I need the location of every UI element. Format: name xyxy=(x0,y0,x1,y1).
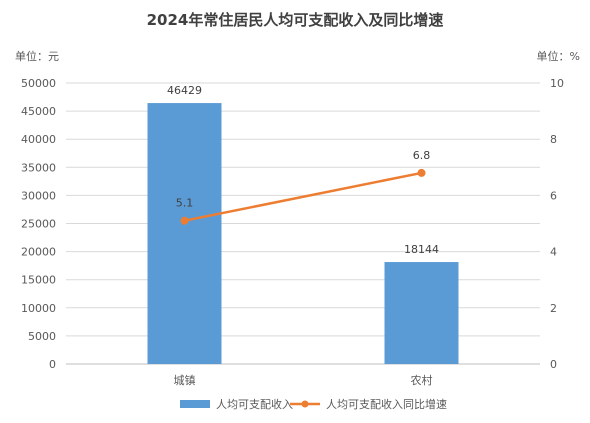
y-right-tick-label: 4 xyxy=(550,246,557,259)
y-left-tick-label: 20000 xyxy=(21,246,56,259)
bar xyxy=(384,262,459,364)
y-left-tick-label: 25000 xyxy=(21,218,56,231)
legend-label: 人均可支配收入 xyxy=(216,397,293,411)
legend: 人均可支配收入 人均可支配收入同比增速 xyxy=(180,397,447,411)
line-data-label: 6.8 xyxy=(413,149,431,162)
y-right-tick-label: 6 xyxy=(550,189,557,202)
y-right-tick-label: 2 xyxy=(550,302,557,315)
y-left-tick-label: 5000 xyxy=(28,330,56,343)
line-point xyxy=(180,216,189,225)
y-left-tick-label: 35000 xyxy=(21,161,56,174)
x-tick-label: 农村 xyxy=(411,373,433,387)
y-right-unit: 单位：% xyxy=(537,49,580,63)
y-left-tick-label: 50000 xyxy=(21,77,56,90)
y-left-tick-label: 45000 xyxy=(21,105,56,118)
y-left-unit: 单位：元 xyxy=(15,49,59,63)
line-data-label: 5.1 xyxy=(176,197,194,210)
y-left-tick-label: 10000 xyxy=(21,302,56,315)
legend-swatch-marker xyxy=(301,400,309,408)
y-right-axis: 0 2 4 6 8 10 xyxy=(550,77,564,371)
series-line xyxy=(183,171,423,222)
y-right-tick-label: 0 xyxy=(550,358,557,371)
y-left-tick-label: 30000 xyxy=(21,189,56,202)
bar-series: 46429 18144 xyxy=(147,84,459,364)
x-axis: 城镇 农村 xyxy=(174,373,433,387)
y-left-tick-label: 15000 xyxy=(21,274,56,287)
y-left-axis: 0 5000 10000 15000 20000 25000 30000 35000 40000… xyxy=(21,77,56,371)
grid xyxy=(66,82,540,365)
line-series: 5.1 6.8 xyxy=(176,149,431,225)
bar xyxy=(147,103,222,364)
y-left-tick-label: 40000 xyxy=(21,133,56,146)
bar-data-label: 18144 xyxy=(404,243,439,256)
legend-label: 人均可支配收入同比增速 xyxy=(326,397,447,411)
legend-swatch-bar xyxy=(180,400,210,408)
chart-title: 2024年常住居民人均可支配收入及同比增速 xyxy=(147,11,444,29)
y-right-tick-label: 8 xyxy=(550,133,557,146)
y-left-tick-label: 0 xyxy=(49,358,56,371)
y-right-tick-label: 10 xyxy=(550,77,564,90)
line-point xyxy=(417,168,426,177)
x-tick-label: 城镇 xyxy=(174,373,196,387)
bar-data-label: 46429 xyxy=(167,84,202,97)
